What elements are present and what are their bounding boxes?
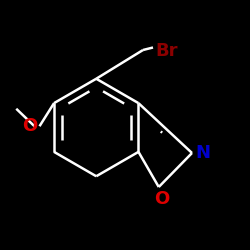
Text: O: O	[22, 117, 37, 135]
Text: Br: Br	[155, 42, 178, 60]
Text: O: O	[154, 190, 170, 208]
Text: N: N	[195, 144, 210, 162]
